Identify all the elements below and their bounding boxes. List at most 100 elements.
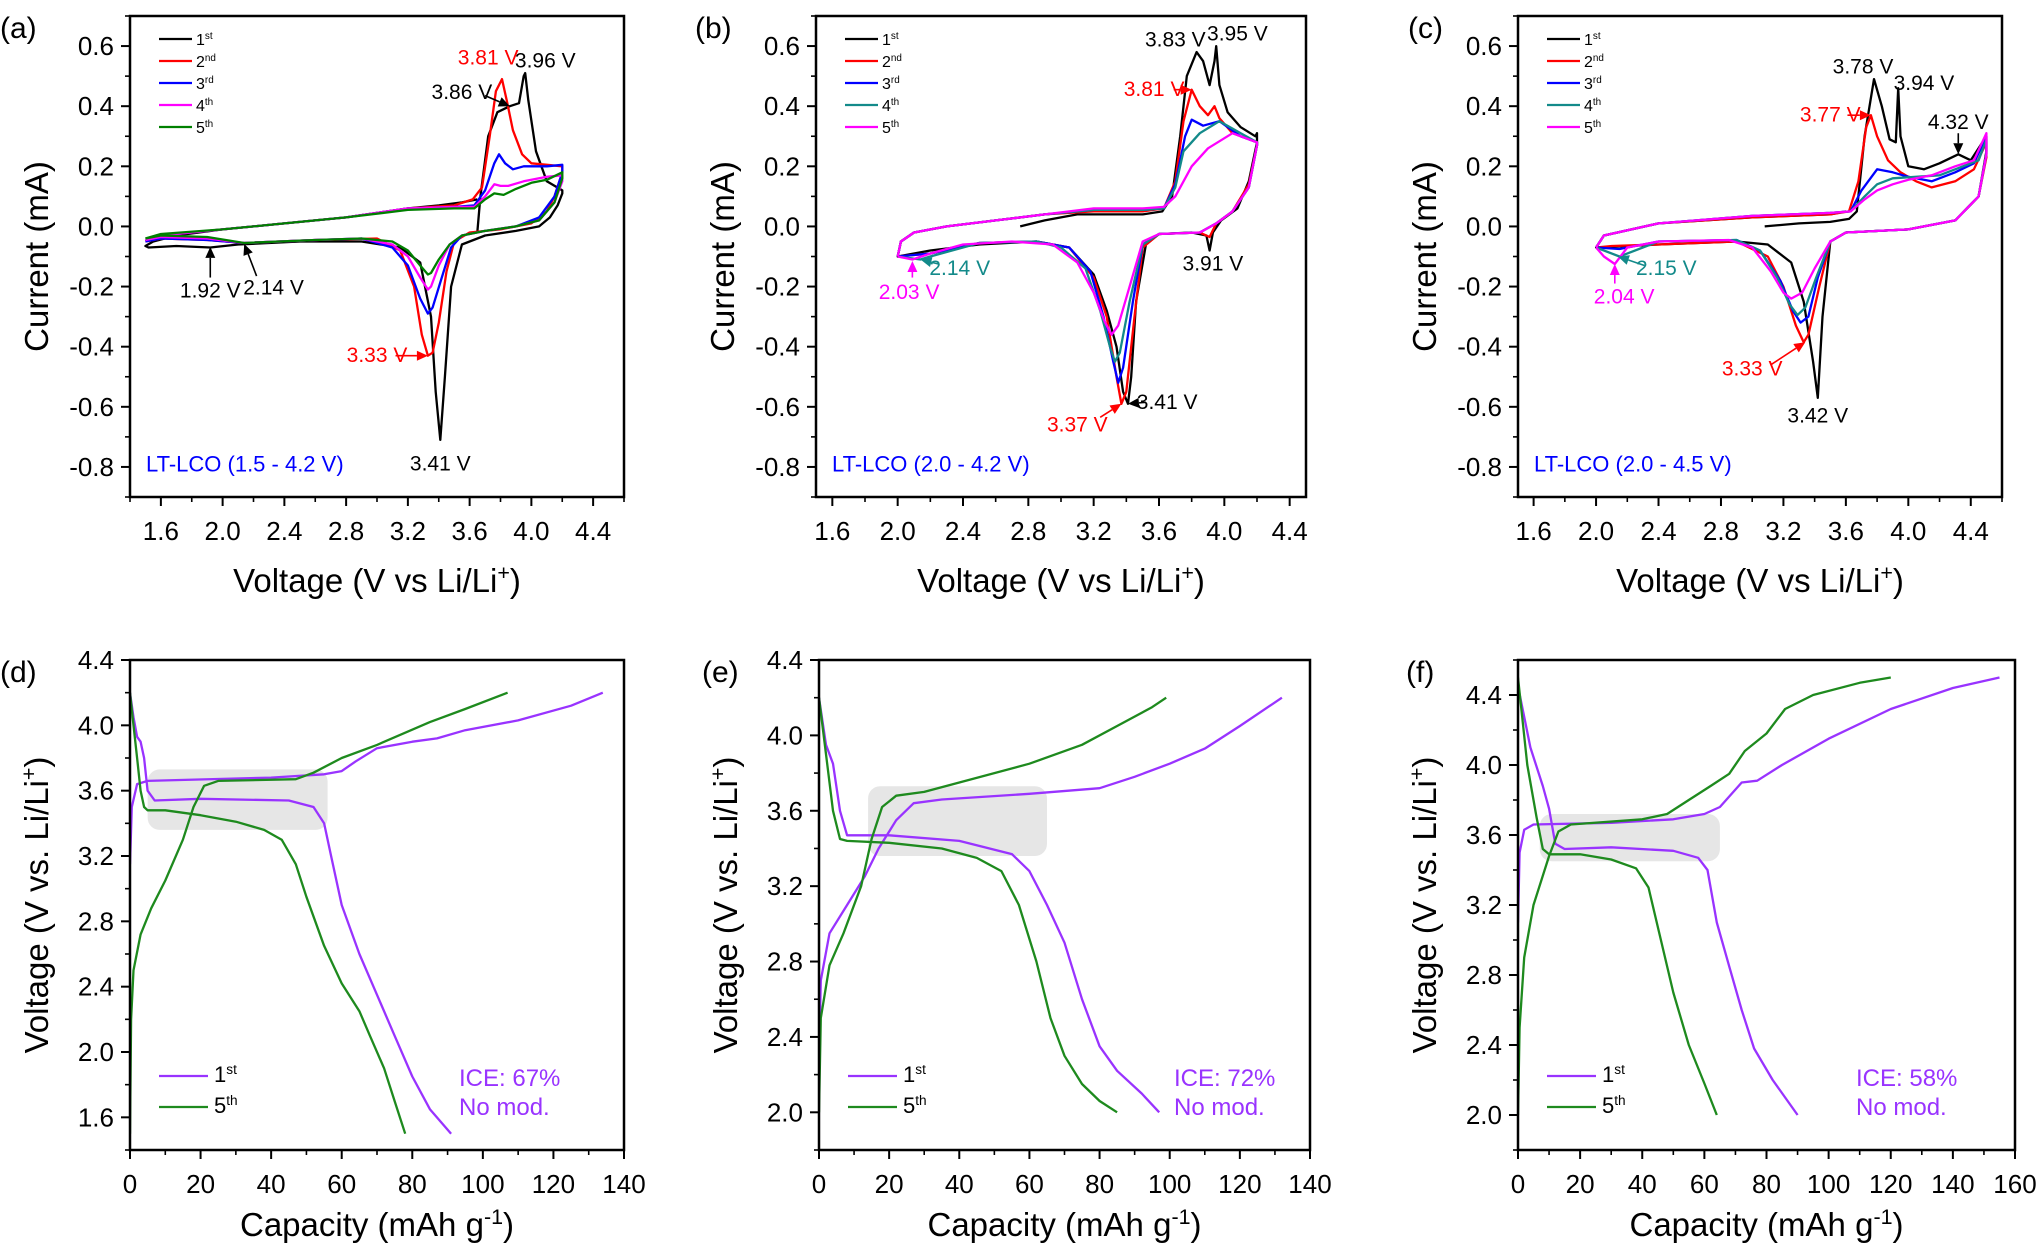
peak-label: 2.04 V bbox=[1594, 286, 1655, 309]
legend-label: 1st bbox=[1584, 31, 1601, 49]
arrowhead-icon bbox=[907, 261, 918, 272]
peak-annotation: 2.14 V bbox=[243, 243, 304, 300]
y-axis-label-main: Current (mA) bbox=[704, 161, 741, 352]
panel-f: (f) 0 20 40 60 80 100 120 140 160 2.0 2.4 2.8 3.2 3.6 4… bbox=[1405, 656, 2037, 1243]
legend-label: 1st bbox=[903, 1062, 926, 1087]
x-tick-label: 4.4 bbox=[575, 516, 611, 546]
legend-item: 1st bbox=[159, 31, 213, 49]
x-tick-label: 4.4 bbox=[1272, 516, 1308, 546]
arrowhead-icon bbox=[416, 350, 428, 361]
x-tick-label: 140 bbox=[1288, 1169, 1331, 1199]
peak-annotation: 3.41 V bbox=[1128, 391, 1198, 414]
y-tick-label: 2.8 bbox=[78, 906, 114, 936]
x-axis-label-main: Voltage (V vs Li/Li bbox=[1616, 562, 1880, 599]
x-tick-label: 60 bbox=[1690, 1169, 1719, 1199]
legend-label: 5th bbox=[196, 119, 213, 137]
peak-annotation: 3.33 V bbox=[347, 344, 428, 367]
legend-label-num: 3 bbox=[1584, 76, 1593, 93]
y-tick-label: 0.6 bbox=[764, 31, 800, 61]
peak-label: 3.83 V bbox=[1145, 29, 1206, 52]
x-tick-label: 1.6 bbox=[814, 516, 850, 546]
arrowhead-icon bbox=[1859, 110, 1871, 121]
x-axis-label-main: Capacity (mAh g bbox=[1630, 1206, 1874, 1243]
annotation-arrow bbox=[1770, 347, 1797, 366]
legend-label-num: 2 bbox=[882, 54, 891, 71]
legend-label-sup: th bbox=[915, 1093, 926, 1108]
series-line-4th bbox=[1595, 138, 1988, 317]
legend-item: 5th bbox=[159, 1093, 238, 1118]
arrowhead-icon bbox=[1180, 84, 1192, 95]
x-axis-label-tail: ) bbox=[510, 562, 521, 599]
peak-annotation: 3.83 V bbox=[1145, 29, 1206, 52]
peak-label: 3.33 V bbox=[347, 344, 408, 367]
y-axis-label: Current (mA) bbox=[1406, 161, 1443, 352]
y-axis-label-main: Current (mA) bbox=[1406, 161, 1443, 352]
x-tick-label: 4.0 bbox=[1890, 516, 1926, 546]
legend-item: 1st bbox=[159, 1062, 237, 1087]
y-tick-label: -0.4 bbox=[1457, 332, 1502, 362]
x-tick-label: 2.8 bbox=[1703, 516, 1739, 546]
x-axis-label-tail: ) bbox=[1194, 562, 1205, 599]
peak-annotation: 3.33 V bbox=[1722, 342, 1806, 381]
series-line-1st bbox=[1518, 685, 1799, 1116]
peak-label: 3.81 V bbox=[458, 47, 519, 70]
x-tick-label: 3.6 bbox=[1141, 516, 1177, 546]
legend-label-num: 3 bbox=[882, 76, 891, 93]
legend-item: 1st bbox=[1547, 1062, 1625, 1087]
x-tick-label: 140 bbox=[1931, 1169, 1974, 1199]
peak-label: 3.42 V bbox=[1787, 404, 1848, 427]
arrowhead-icon bbox=[920, 257, 933, 267]
series-line-1st bbox=[130, 692, 452, 1135]
y-tick-label: 3.6 bbox=[1466, 820, 1502, 850]
x-axis-label: Voltage (V vs Li/Li+) bbox=[1616, 561, 1904, 599]
y-tick-label: 3.6 bbox=[767, 796, 803, 826]
condition-note: LT-LCO (2.0 - 4.5 V) bbox=[1534, 452, 1732, 477]
peak-label: 3.78 V bbox=[1833, 56, 1894, 79]
legend-label-num: 1 bbox=[214, 1062, 226, 1087]
peak-label: 3.81 V bbox=[1124, 78, 1185, 101]
series-line-5th bbox=[1518, 676, 1891, 1116]
peak-label: 2.14 V bbox=[929, 257, 990, 280]
legend-label-num: 4 bbox=[1584, 98, 1593, 115]
series-line-1st bbox=[1518, 676, 2000, 923]
legend-label-num: 5 bbox=[882, 120, 891, 137]
legend-label-sup: rd bbox=[891, 75, 900, 86]
legend-item: 5th bbox=[1547, 119, 1601, 137]
y-tick-label: 4.0 bbox=[78, 710, 114, 740]
x-tick-label: 3.6 bbox=[452, 516, 488, 546]
legend-label-sup: th bbox=[1593, 119, 1601, 130]
x-tick-label: 160 bbox=[1993, 1169, 2036, 1199]
series-line-5th bbox=[1518, 677, 1718, 1116]
legend-label-sup: th bbox=[226, 1093, 237, 1108]
legend-label-sup: st bbox=[1614, 1062, 1625, 1077]
y-tick-label: -0.6 bbox=[69, 392, 114, 422]
y-tick-label: -0.6 bbox=[1457, 392, 1502, 422]
arrowhead-icon bbox=[1128, 397, 1140, 408]
legend-item: 3rd bbox=[845, 75, 900, 93]
x-tick-label: 0 bbox=[812, 1169, 826, 1199]
series-line-5th bbox=[145, 171, 564, 276]
x-tick-label: 3.2 bbox=[1765, 516, 1801, 546]
y-axis-label-tail: ) bbox=[18, 757, 55, 768]
legend-label: 1st bbox=[882, 31, 899, 49]
x-axis-label-tail: ) bbox=[503, 1206, 514, 1243]
legend-item: 2nd bbox=[1547, 53, 1604, 71]
legend-label-num: 2 bbox=[1584, 54, 1593, 71]
legend-label-num: 5 bbox=[196, 120, 205, 137]
legend-item: 3rd bbox=[1547, 75, 1602, 93]
y-tick-label: -0.8 bbox=[69, 452, 114, 482]
legend-label: 2nd bbox=[196, 53, 216, 71]
series-line-5th bbox=[1595, 132, 1988, 300]
legend-label-num: 1 bbox=[1584, 32, 1593, 49]
legend-label: 5th bbox=[1584, 119, 1601, 137]
x-tick-label: 80 bbox=[398, 1169, 427, 1199]
x-axis-label: Capacity (mAh g-1) bbox=[1630, 1205, 1904, 1243]
legend-label: 5th bbox=[882, 119, 899, 137]
x-tick-label: 2.4 bbox=[945, 516, 981, 546]
legend-label-num: 4 bbox=[882, 98, 891, 115]
legend-label-sup: th bbox=[891, 119, 899, 130]
y-axis-label: Voltage (V vs. Li/Li+) bbox=[17, 757, 55, 1054]
arrowhead-icon bbox=[205, 246, 216, 258]
highlight-region bbox=[1539, 814, 1720, 862]
peak-label: 3.96 V bbox=[515, 50, 576, 73]
